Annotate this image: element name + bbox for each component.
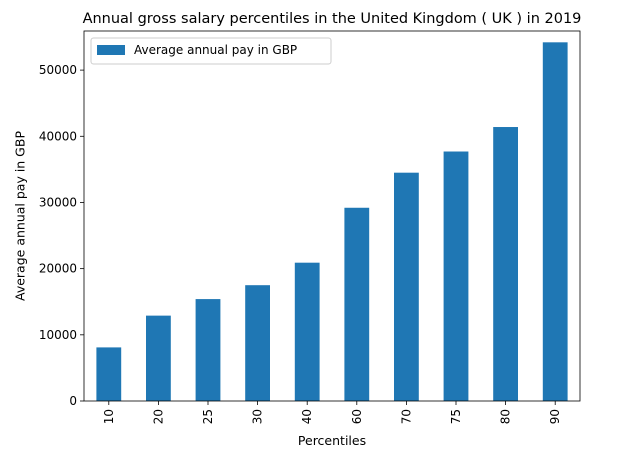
y-tick-label-20000: 20000 <box>39 262 77 276</box>
y-tick-label-0: 0 <box>69 394 77 408</box>
chart-title: Annual gross salary percentiles in the U… <box>83 11 582 27</box>
x-tick-label-10: 10 <box>102 409 116 424</box>
x-tick-label-20: 20 <box>151 409 165 424</box>
x-tick-label-75: 75 <box>449 409 463 424</box>
x-tick-label-40: 40 <box>300 409 314 424</box>
y-tick-label-10000: 10000 <box>39 328 77 342</box>
legend: Average annual pay in GBP <box>90 37 332 65</box>
y-tick-label-50000: 50000 <box>39 63 77 77</box>
bars <box>96 42 568 402</box>
bar-80 <box>493 127 518 402</box>
bar-25 <box>195 299 221 401</box>
bar-10 <box>96 347 122 401</box>
bar-90 <box>542 42 568 401</box>
plot-frame <box>83 30 581 402</box>
bar-60 <box>344 207 370 401</box>
bar-40 <box>294 262 320 401</box>
x-tick-label-60: 60 <box>350 409 364 424</box>
legend-swatch <box>97 45 125 55</box>
bar-30 <box>245 285 270 401</box>
x-tick-label-80: 80 <box>499 409 513 424</box>
x-tick-label-90: 90 <box>548 409 562 424</box>
bar-20 <box>146 315 171 401</box>
bar-70 <box>394 172 419 401</box>
y-tick-label-30000: 30000 <box>39 195 77 209</box>
x-tick-label-30: 30 <box>251 409 265 424</box>
y-axis-label: Average annual pay in GBP <box>13 131 28 301</box>
x-axis: 10 20 25 30 40 60 70 75 80 90 <box>102 401 562 424</box>
y-tick-label-40000: 40000 <box>39 129 77 143</box>
plot-area: 10 20 25 30 40 60 70 75 80 90 0 10000 20000 30000 400… <box>39 30 581 424</box>
legend-label: Average annual pay in GBP <box>134 43 297 57</box>
x-axis-label: Percentiles <box>298 433 366 448</box>
x-tick-label-70: 70 <box>399 409 413 424</box>
y-axis: 0 10000 20000 30000 40000 50000 <box>39 63 84 408</box>
bar-75 <box>443 151 469 401</box>
legend-box <box>90 37 332 65</box>
x-tick-label-25: 25 <box>201 409 215 424</box>
